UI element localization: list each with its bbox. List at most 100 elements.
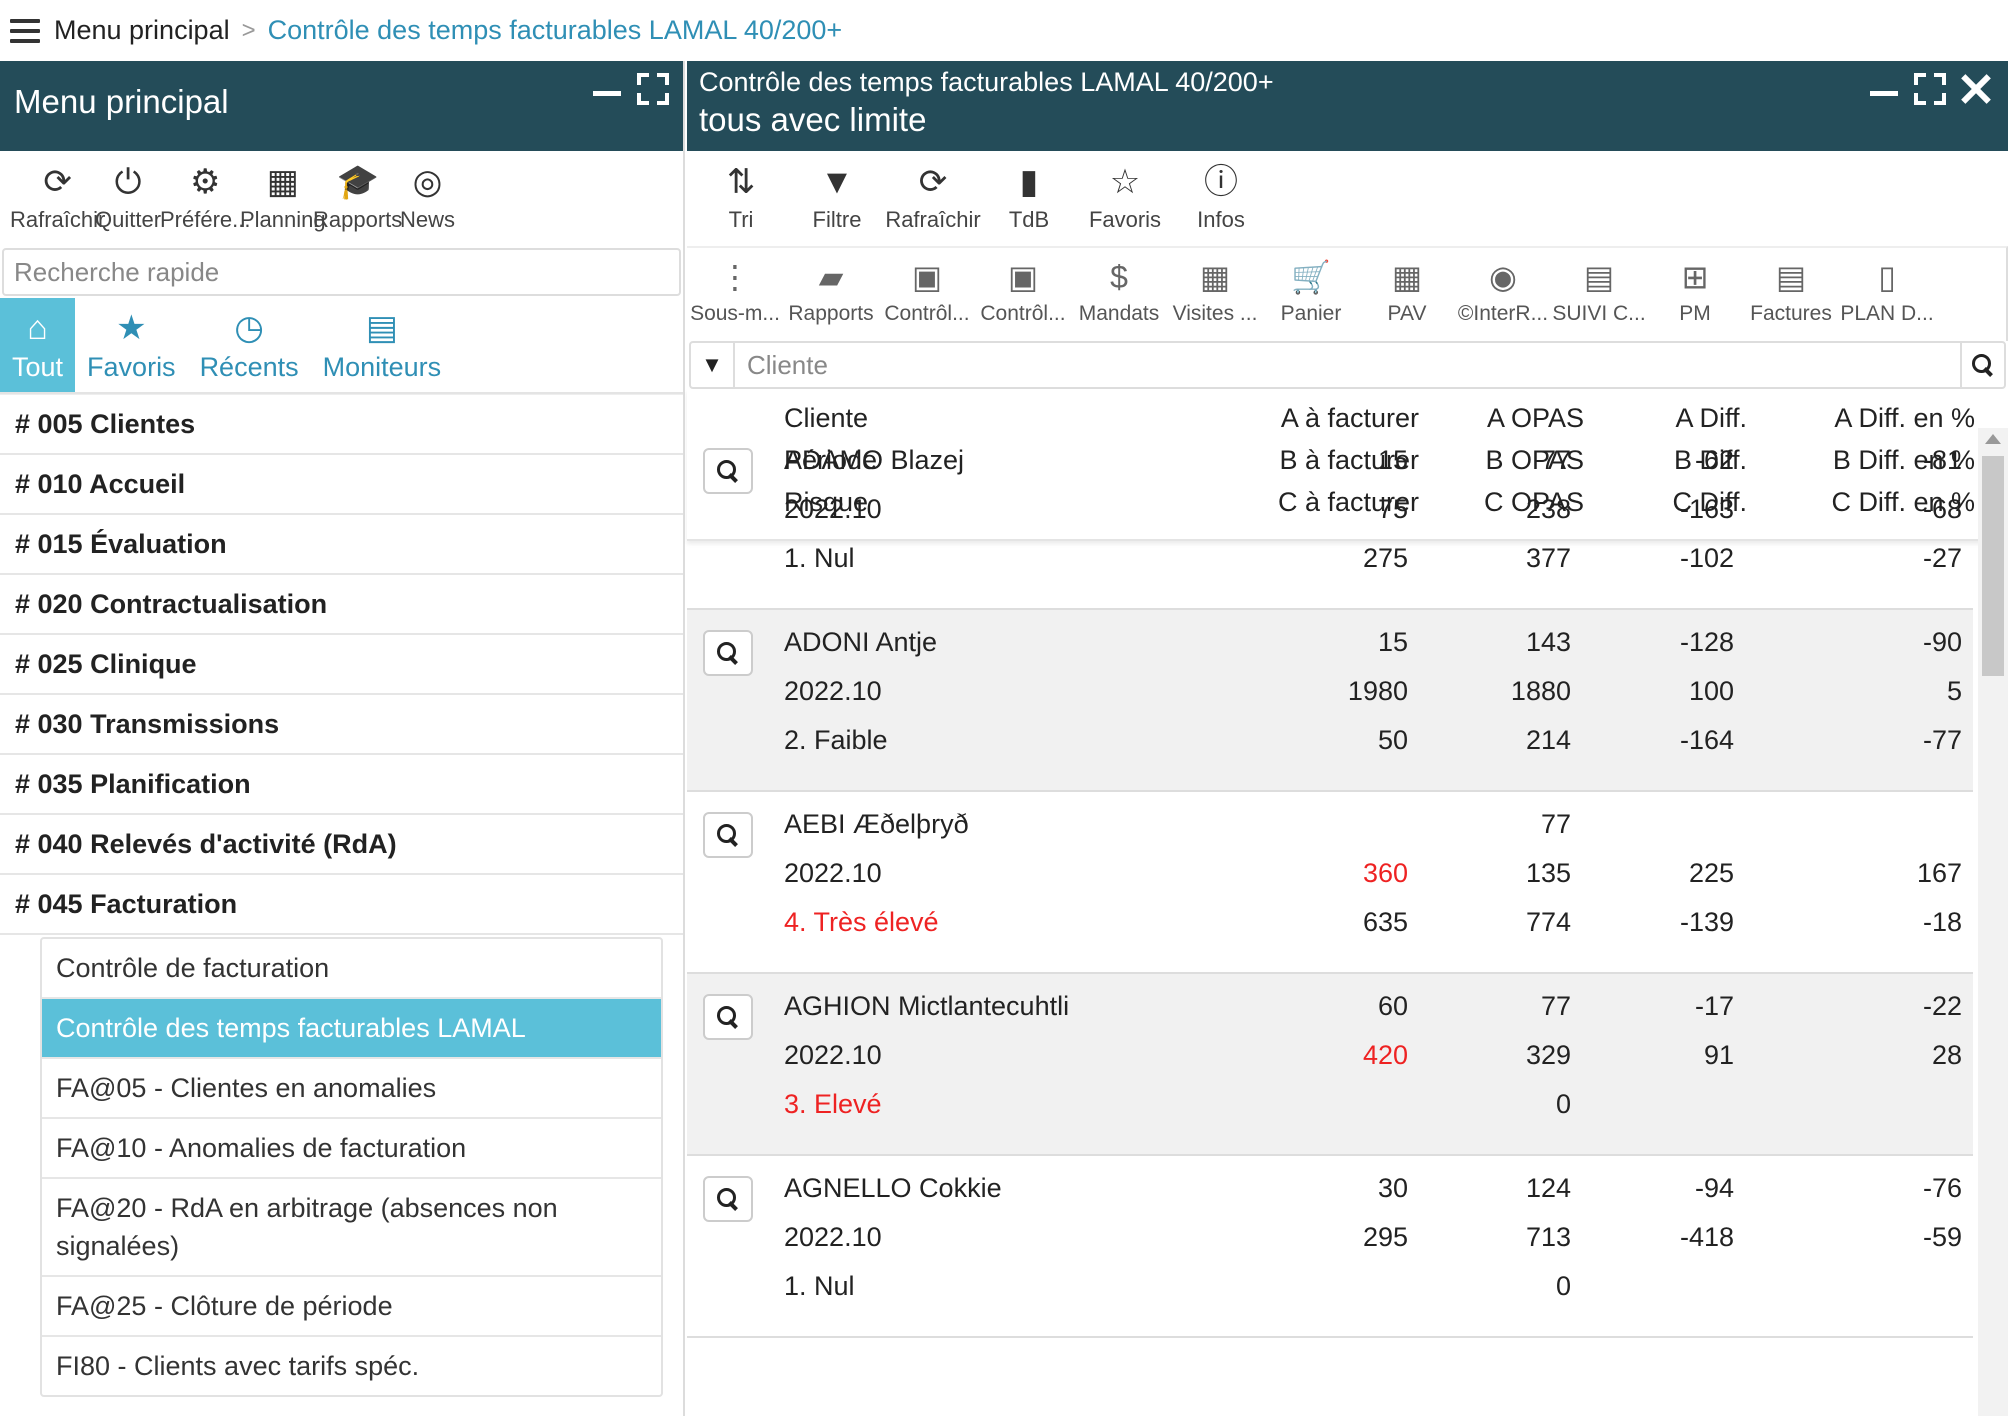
breadcrumb-current[interactable]: Contrôle des temps facturables LAMAL 40/… bbox=[267, 15, 843, 45]
tab-favoris[interactable]: ★ Favoris bbox=[75, 298, 188, 392]
cell-value: -27 bbox=[1922, 543, 1962, 573]
column-header[interactable]: C Diff. en % bbox=[1831, 487, 1975, 517]
cell-value: 713 bbox=[1525, 1222, 1571, 1252]
row-search-button[interactable] bbox=[703, 1176, 753, 1222]
menu-item[interactable]: # 015 Évaluation bbox=[0, 515, 683, 575]
toolbar-favoris-button[interactable]: ☆ Favoris bbox=[1077, 161, 1173, 233]
subtoolbar-button[interactable]: ▣ Contrôl... bbox=[879, 256, 975, 341]
subtoolbar-button[interactable]: ⊞ PM bbox=[1647, 256, 1743, 341]
client-filter-input[interactable] bbox=[735, 349, 1960, 381]
column-header[interactable]: A OPAS bbox=[1486, 403, 1584, 433]
subtoolbar-button[interactable]: ▦ Visites ... bbox=[1167, 256, 1263, 341]
toolbar-label: Contrôl... bbox=[980, 302, 1066, 325]
quick-search-input[interactable] bbox=[14, 256, 679, 288]
column-header[interactable]: Période bbox=[784, 445, 878, 475]
file-icon: ▯ bbox=[1878, 259, 1896, 295]
submenu-item[interactable]: Contrôle des temps facturables LAMAL bbox=[42, 999, 661, 1059]
toolbar-rafrachir-button[interactable]: ⟳ Rafraîchir bbox=[10, 161, 105, 233]
column-header[interactable]: Risque bbox=[784, 487, 869, 517]
toolbar-tdb-button[interactable]: ▮ TdB bbox=[981, 161, 1077, 233]
breadcrumb-root[interactable]: Menu principal bbox=[54, 15, 230, 45]
close-icon[interactable] bbox=[1960, 73, 1992, 105]
maximize-icon[interactable] bbox=[1912, 71, 1948, 107]
submenu-item[interactable]: FA@25 - Clôture de période bbox=[42, 1277, 661, 1337]
toolbar-prfre-button[interactable]: ⚙ Préfére... bbox=[160, 161, 250, 233]
cell-value: 774 bbox=[1525, 907, 1571, 937]
filter-icon[interactable]: ▼ bbox=[691, 343, 735, 387]
column-header[interactable]: C Diff. bbox=[1672, 487, 1747, 517]
column-header[interactable]: C OPAS bbox=[1483, 487, 1584, 517]
menu-item[interactable]: # 010 Accueil bbox=[0, 455, 683, 515]
tab-récents[interactable]: ◷ Récents bbox=[188, 298, 311, 392]
document-chart-icon: ▤ bbox=[1583, 259, 1615, 295]
toolbar-rapports-button[interactable]: 🎓 Rapports bbox=[313, 161, 402, 233]
report-toolbar: ⇅ Tri ▼ Filtre ⟳ Rafraîchir ▮ TdB ☆ Favoris ⓘ Infos bbox=[687, 151, 2008, 246]
scroll-up-icon[interactable] bbox=[1985, 434, 2001, 444]
menu-item[interactable]: # 025 Clinique bbox=[0, 635, 683, 695]
toolbar-quitter-button[interactable]: ⏻ Quitter bbox=[95, 161, 161, 233]
tab-moniteurs[interactable]: ▤ Moniteurs bbox=[311, 298, 454, 392]
row-search-button[interactable] bbox=[703, 630, 753, 676]
column-header[interactable]: B à facturer bbox=[1279, 445, 1419, 475]
maximize-icon[interactable] bbox=[635, 71, 671, 107]
subtoolbar-button[interactable]: $ Mandats bbox=[1071, 256, 1167, 341]
column-header[interactable]: B OPAS bbox=[1485, 445, 1584, 475]
subtoolbar-button[interactable]: 🛒 Panier bbox=[1263, 256, 1359, 341]
subtoolbar-button[interactable]: ▤ SUIVI C... bbox=[1551, 256, 1647, 341]
quick-search[interactable] bbox=[2, 248, 681, 296]
row-search-button[interactable] bbox=[703, 812, 753, 858]
menu-item[interactable]: # 045 Facturation bbox=[0, 875, 683, 935]
column-header[interactable]: B Diff. bbox=[1673, 445, 1747, 475]
toolbar-label: Filtre bbox=[812, 207, 862, 232]
sort-icon: ⇅ bbox=[726, 163, 756, 201]
row-search-button[interactable] bbox=[703, 994, 753, 1040]
cell-value: 75 bbox=[1377, 494, 1408, 524]
subtoolbar-button[interactable]: ▣ Contrôl... bbox=[975, 256, 1071, 341]
subtoolbar-button[interactable]: ⋮ Sous-m... bbox=[687, 256, 783, 341]
menu-item[interactable]: # 040 Relevés d'activité (RdA) bbox=[0, 815, 683, 875]
toolbar-news-button[interactable]: ◎ News bbox=[400, 161, 455, 233]
main-menu-panel: Menu principal ⟳ Rafraîchir ⏻ Quitter ⚙ Préfé… bbox=[0, 61, 685, 1416]
submenu-item[interactable]: FA@10 - Anomalies de facturation bbox=[42, 1119, 661, 1179]
subtoolbar-button[interactable]: ▦ PAV bbox=[1359, 256, 1455, 341]
search-button[interactable] bbox=[1960, 343, 2004, 387]
toolbar-infos-button[interactable]: ⓘ Infos bbox=[1173, 161, 1269, 233]
hamburger-menu-icon[interactable] bbox=[10, 18, 40, 43]
subtoolbar-button[interactable]: ▰ Rapports bbox=[783, 256, 879, 341]
row-search-button[interactable] bbox=[703, 448, 753, 494]
menu-item[interactable]: # 035 Planification bbox=[0, 755, 683, 815]
toolbar-filtre-button[interactable]: ▼ Filtre bbox=[789, 161, 885, 233]
menu-item[interactable]: # 030 Transmissions bbox=[0, 695, 683, 755]
submenu-item[interactable]: FI80 - Clients avec tarifs spéc. bbox=[56, 1351, 420, 1381]
column-header[interactable]: C à facturer bbox=[1277, 487, 1419, 517]
subtoolbar-button[interactable]: ▤ Factures bbox=[1743, 256, 1839, 341]
column-header[interactable]: B Diff. en % bbox=[1832, 445, 1975, 475]
scrollbar-thumb[interactable] bbox=[1982, 456, 2004, 676]
tab-tout[interactable]: ⌂ Tout bbox=[0, 298, 76, 392]
column-header[interactable]: A à facturer bbox=[1280, 403, 1419, 433]
cell-value: -76 bbox=[1922, 1173, 1962, 1203]
menu-item[interactable]: # 005 Clientes bbox=[0, 395, 683, 455]
cell-name: ADAMO Blazej bbox=[784, 445, 965, 475]
main-menu-toolbar: ⟳ Rafraîchir ⏻ Quitter ⚙ Préfére... ▦ Planning 🎓… bbox=[0, 151, 683, 246]
subtoolbar-button[interactable]: ▯ PLAN D... bbox=[1839, 256, 1935, 341]
menu-item[interactable]: # 020 Contractualisation bbox=[0, 575, 683, 635]
subtoolbar-button[interactable]: ◉ ©InterR... bbox=[1455, 256, 1551, 341]
cell-value: 635 bbox=[1362, 907, 1408, 937]
cell-value: -102 bbox=[1679, 543, 1734, 573]
minimize-icon[interactable] bbox=[1868, 73, 1900, 105]
submenu-item[interactable]: FA@05 - Clientes en anomalies bbox=[42, 1059, 661, 1119]
cell-value: 295 bbox=[1362, 1222, 1408, 1252]
report-title: Contrôle des temps facturables LAMAL 40/… bbox=[699, 67, 1274, 97]
search-icon bbox=[716, 641, 740, 665]
column-header[interactable]: A Diff. en % bbox=[1834, 403, 1975, 433]
toolbar-rafrachir-button[interactable]: ⟳ Rafraîchir bbox=[885, 161, 981, 233]
column-header[interactable]: Cliente bbox=[784, 403, 869, 433]
submenu-item[interactable]: FA@20 - RdA en arbitrage (absences non s… bbox=[42, 1179, 661, 1277]
toolbar-planning-button[interactable]: ▦ Planning bbox=[240, 161, 326, 233]
column-header[interactable]: A Diff. bbox=[1675, 403, 1747, 433]
minimize-icon[interactable] bbox=[591, 73, 623, 105]
toolbar-tri-button[interactable]: ⇅ Tri bbox=[693, 161, 789, 233]
scrollbar[interactable] bbox=[1978, 428, 2008, 1416]
submenu-item[interactable]: Contrôle de facturation bbox=[42, 939, 661, 999]
